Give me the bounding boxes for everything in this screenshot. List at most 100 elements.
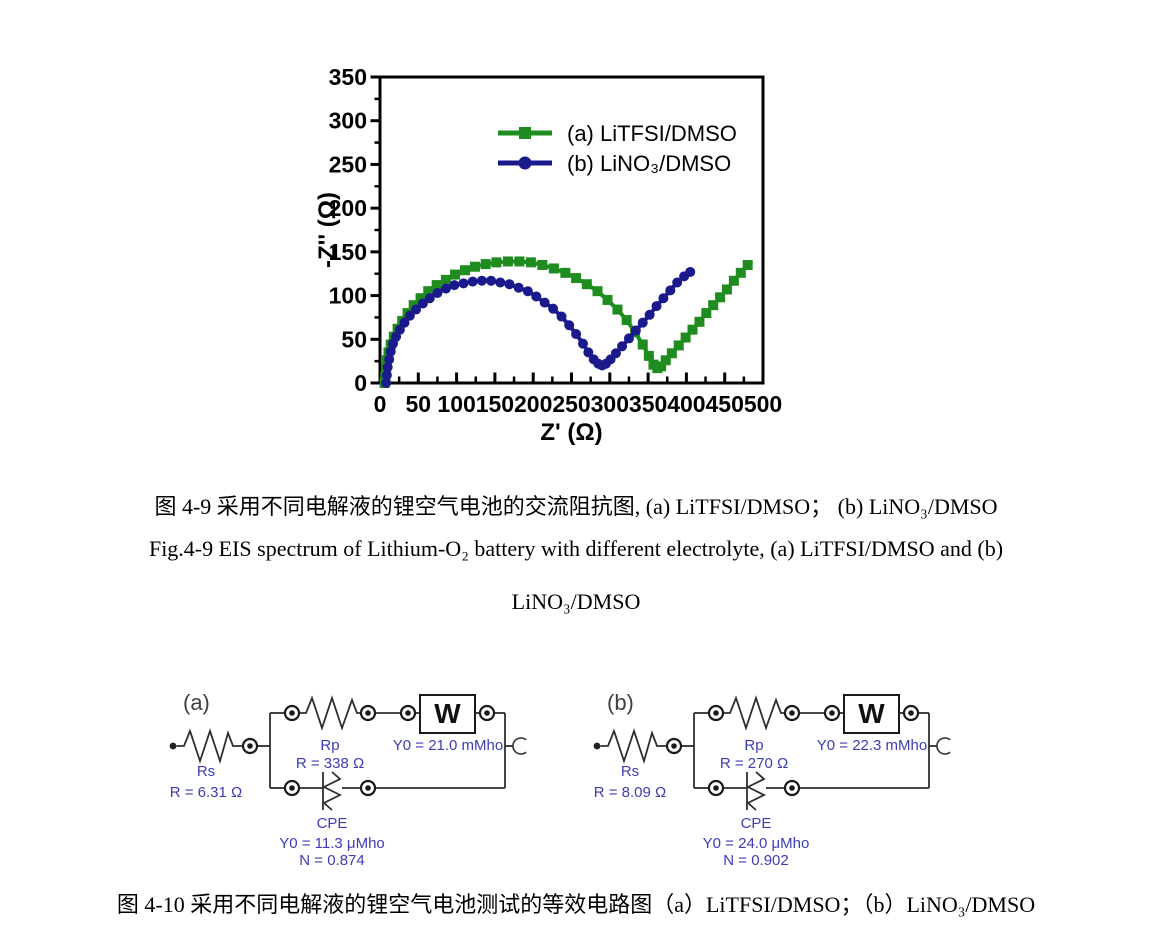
warburg-box-icon: [843, 694, 900, 734]
square-marker-icon: [460, 265, 471, 276]
square-marker-icon: [715, 292, 726, 303]
square-marker-icon: [735, 267, 746, 278]
circle-marker-icon: [583, 347, 594, 358]
circle-marker-icon: [539, 297, 550, 308]
circuit-a-label: (a): [183, 690, 210, 715]
circle-marker-icon: [623, 333, 634, 344]
square-marker-icon: [440, 274, 451, 285]
x-tick-label: 50: [406, 391, 432, 417]
cpe-y0-value: Y0 = 24.0 μMho: [703, 835, 810, 852]
x-tick-label: 500: [744, 391, 782, 417]
square-marker-icon: [581, 279, 592, 290]
circle-marker-icon: [644, 309, 655, 320]
square-marker-icon: [480, 259, 491, 270]
square-marker-icon: [637, 339, 648, 350]
square-marker-icon: [560, 267, 571, 278]
square-marker-icon: [450, 269, 461, 280]
square-marker-icon: [537, 259, 548, 270]
square-marker-icon: [656, 361, 667, 372]
circle-marker-icon: [637, 317, 648, 328]
circle-marker-icon: [385, 346, 396, 357]
circle-marker-icon: [404, 310, 415, 321]
equivalent-circuit-a: (a) W Rp R = 338 Ω Y0 = 21.0 mMho Rs R =: [169, 690, 527, 869]
circle-marker-icon: [610, 348, 621, 359]
circle-marker-icon: [658, 293, 669, 304]
circle-marker-icon: [630, 325, 641, 336]
x-tick-label: 350: [629, 391, 667, 417]
y-tick-label: 300: [329, 108, 367, 134]
cpe-zigzag-icon: [321, 771, 343, 811]
x-tick-label: 200: [514, 391, 552, 417]
square-marker-icon: [592, 286, 603, 297]
caption-fig9-en: Fig.4-9 EIS spectrum of Lithium-O₂ batte…: [148, 536, 1004, 561]
resistor-rs-icon: [600, 728, 667, 765]
circle-marker-icon: [476, 275, 487, 286]
warburg-value: Y0 = 22.3 mMho: [817, 737, 927, 754]
node-icon: [665, 737, 683, 755]
cpe-zigzag-icon: [745, 771, 767, 811]
square-marker-icon: [415, 293, 426, 304]
x-tick-label: 450: [706, 391, 744, 417]
square-marker-icon: [660, 355, 671, 366]
cpe-n-value: N = 0.874: [299, 852, 364, 869]
square-marker-icon: [694, 316, 705, 327]
warburg-symbol: W: [858, 698, 885, 729]
node-icon: [902, 704, 920, 722]
terminal-c-icon: [512, 737, 527, 755]
circle-marker-icon: [449, 280, 460, 291]
caption-fig9-en-cont: LiNO₃/DMSO: [511, 589, 641, 614]
circle-marker-icon: [577, 338, 588, 349]
y-tick-label: 0: [354, 370, 367, 396]
legend: (a) LiTFSI/DMSO (b) LiNO₃/DMSO: [498, 121, 737, 176]
y-axis-ticks: 0 50 100 150 200 250 300 350: [329, 64, 382, 396]
node-icon: [283, 704, 301, 722]
square-marker-icon: [701, 308, 712, 319]
node-icon: [783, 779, 801, 797]
node-icon: [783, 704, 801, 722]
warburg-symbol: W: [434, 698, 461, 729]
eis-chart: 0 50 100 150 200 250 300 350 400 450 5000501001502…: [315, 64, 782, 446]
circle-marker-icon: [571, 329, 582, 340]
circle-marker-icon: [617, 341, 628, 352]
y-tick-label: 350: [329, 64, 367, 90]
warburg-value: Y0 = 21.0 mMho: [393, 737, 503, 754]
legend-circle-marker-icon: [518, 156, 532, 170]
cpe-n-value: N = 0.902: [723, 852, 788, 869]
circle-marker-icon: [548, 303, 559, 314]
y-axis-title: -Z'' (Ω): [315, 192, 341, 268]
rs-value: R = 6.31 Ω: [170, 784, 243, 801]
x-tick-label: 400: [667, 391, 705, 417]
circle-marker-icon: [672, 277, 683, 288]
square-marker-icon: [423, 286, 434, 297]
rp-value: R = 338 Ω: [296, 755, 364, 772]
terminal-c-icon: [936, 737, 951, 755]
x-tick-label: 100: [437, 391, 475, 417]
square-marker-icon: [673, 340, 684, 351]
resistor-rp-icon: [723, 695, 785, 731]
square-marker-icon: [680, 332, 691, 343]
circle-marker-icon: [531, 291, 542, 302]
x-axis-ticks: 0 50 100 150 200 250 300 350 400 450 500: [374, 372, 782, 417]
node-icon: [359, 704, 377, 722]
square-marker-icon: [525, 257, 536, 268]
y-tick-label: 150: [329, 239, 367, 265]
square-marker-icon: [502, 256, 513, 267]
y-tick-label: 200: [329, 195, 367, 221]
node-icon: [823, 704, 841, 722]
square-marker-icon: [491, 257, 502, 268]
rs-name: Rs: [621, 763, 639, 780]
legend-entry-label: (a) LiTFSI/DMSO: [567, 121, 737, 146]
square-marker-icon: [687, 324, 698, 335]
circle-marker-icon: [424, 293, 435, 304]
square-marker-icon: [721, 284, 732, 295]
cpe-y0-value: Y0 = 11.3 μMho: [279, 835, 385, 852]
circuit-b-label: (b): [607, 690, 634, 715]
circle-marker-icon: [467, 276, 478, 287]
rp-name: Rp: [320, 737, 339, 754]
x-tick-label: 0: [374, 391, 387, 417]
y-tick-label: 100: [329, 283, 367, 309]
circle-marker-icon: [381, 370, 392, 381]
circle-marker-icon: [411, 304, 422, 315]
square-marker-icon: [728, 275, 739, 286]
